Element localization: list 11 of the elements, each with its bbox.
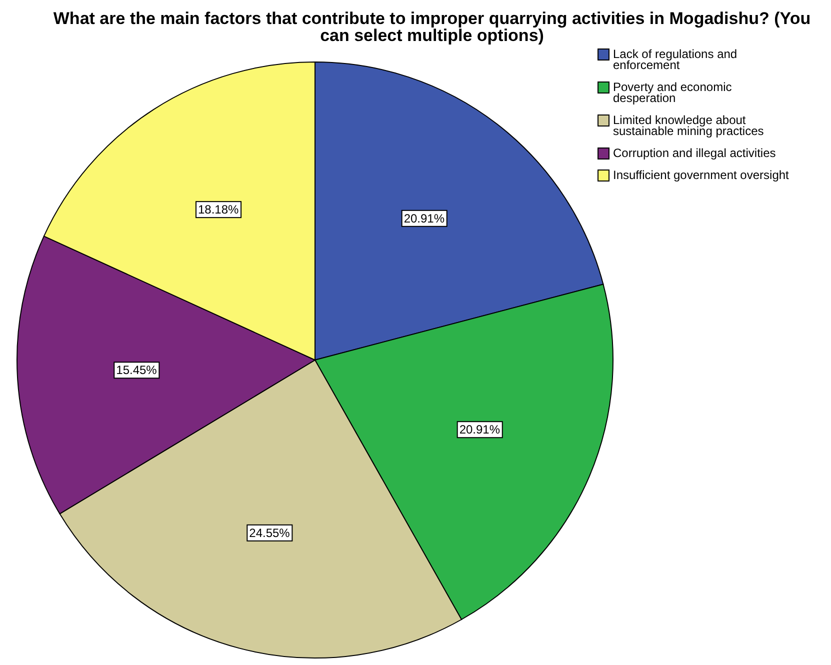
legend-label: Poverty and economic desperation: [613, 80, 732, 105]
data-label: 20.91%: [404, 211, 445, 226]
data-label: 18.18%: [198, 202, 240, 217]
legend-label: Insufficient government oversight: [613, 168, 790, 182]
data-label: 20.91%: [459, 422, 500, 437]
legend-label: Corruption and illegal activities: [613, 146, 776, 160]
legend-label: Limited knowledge about sustainable mining practices: [613, 113, 764, 138]
legend-label: Lack of regulations and enforcement: [613, 47, 738, 72]
data-label: 15.45%: [116, 363, 158, 378]
chart-title: What are the main factors that contribute to improper quarrying activities in Mogadishu? (You can select multiple options): [53, 9, 811, 45]
data-label: 24.55%: [249, 526, 290, 540]
